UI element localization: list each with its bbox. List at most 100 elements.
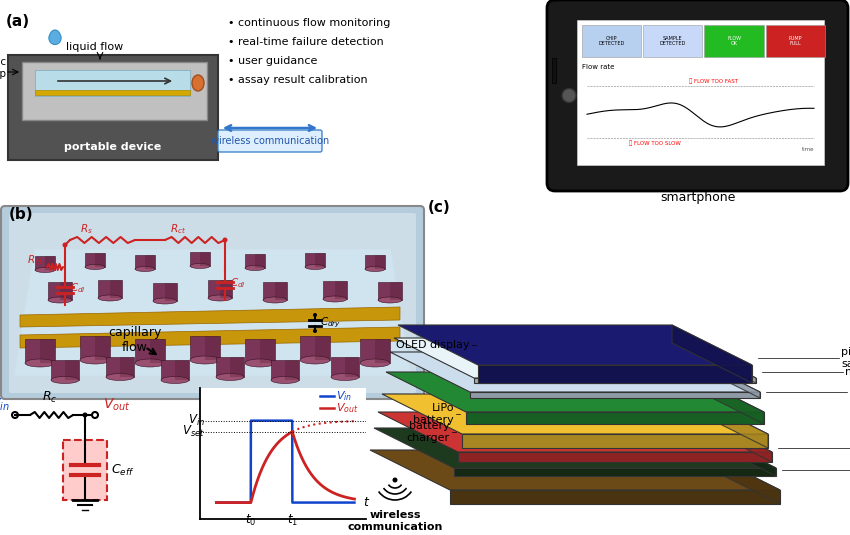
- Polygon shape: [20, 327, 400, 348]
- Polygon shape: [323, 281, 347, 299]
- $V_{in}$: [349, 499, 360, 506]
- Polygon shape: [398, 325, 752, 365]
- Polygon shape: [700, 450, 780, 504]
- Text: microfluidic
chip: microfluidic chip: [0, 57, 6, 79]
- Text: $V_{set}$: $V_{set}$: [183, 424, 205, 439]
- Text: • assay result calibration: • assay result calibration: [228, 75, 367, 85]
- Ellipse shape: [208, 295, 232, 301]
- Polygon shape: [275, 282, 287, 300]
- FancyBboxPatch shape: [8, 55, 218, 160]
- Circle shape: [313, 329, 317, 333]
- Polygon shape: [153, 283, 177, 301]
- Polygon shape: [680, 352, 760, 398]
- Polygon shape: [110, 280, 122, 298]
- Circle shape: [92, 412, 98, 418]
- Polygon shape: [375, 255, 385, 269]
- Text: (b): (b): [9, 207, 34, 222]
- Text: $t_0$: $t_0$: [246, 513, 257, 529]
- Polygon shape: [672, 325, 752, 383]
- Ellipse shape: [106, 373, 134, 380]
- $V_{out}$: [321, 486, 332, 492]
- FancyBboxPatch shape: [547, 0, 848, 191]
- Text: $t_1$: $t_1$: [286, 513, 298, 529]
- Bar: [35, 70, 190, 96]
- Polygon shape: [462, 434, 768, 448]
- Polygon shape: [165, 283, 177, 301]
- $V_{out}$: [267, 447, 277, 453]
- Polygon shape: [315, 336, 330, 360]
- Text: $V_{in}$: $V_{in}$: [189, 413, 205, 428]
- Ellipse shape: [135, 266, 155, 271]
- Text: • real-time failure detection: • real-time failure detection: [228, 37, 383, 47]
- Polygon shape: [175, 360, 189, 380]
- Text: $t$: $t$: [363, 496, 370, 509]
- Polygon shape: [208, 280, 232, 298]
- Polygon shape: [374, 428, 776, 468]
- Text: FLOW
OK: FLOW OK: [727, 36, 741, 47]
- Text: Flow rate: Flow rate: [582, 64, 615, 70]
- Polygon shape: [60, 282, 72, 300]
- Polygon shape: [450, 490, 780, 504]
- Text: portable device: portable device: [65, 142, 162, 152]
- Text: CHIP
DETECTED: CHIP DETECTED: [598, 36, 625, 47]
- Line: $V_{out}$: $V_{out}$: [216, 432, 354, 502]
- Polygon shape: [305, 253, 325, 267]
- Line: $V_{in}$: $V_{in}$: [216, 421, 354, 502]
- FancyBboxPatch shape: [9, 213, 416, 393]
- Text: wireless communication: wireless communication: [211, 136, 329, 146]
- Polygon shape: [263, 282, 287, 300]
- Polygon shape: [390, 352, 760, 392]
- Polygon shape: [394, 338, 756, 378]
- Text: ⓘ FLOW TOO SLOW: ⓘ FLOW TOO SLOW: [629, 140, 681, 146]
- Ellipse shape: [271, 377, 299, 384]
- FancyBboxPatch shape: [218, 130, 322, 152]
- Polygon shape: [370, 450, 780, 490]
- $V_{in}$: [225, 499, 235, 506]
- Text: • user guidance: • user guidance: [228, 56, 317, 66]
- Polygon shape: [95, 336, 110, 360]
- Ellipse shape: [323, 296, 347, 302]
- Polygon shape: [365, 255, 385, 269]
- Text: • continuous flow monitoring: • continuous flow monitoring: [228, 18, 390, 28]
- Bar: [705, 25, 764, 57]
- $V_{out}$: [319, 484, 329, 491]
- $V_{in}$: [272, 417, 282, 424]
- Text: microfluidic chip: microfluidic chip: [845, 367, 850, 377]
- $V_{out}$: [272, 440, 282, 447]
- Text: $C_{dl}$: $C_{dl}$: [70, 281, 86, 295]
- Ellipse shape: [365, 266, 385, 271]
- Text: LiPo
battery: LiPo battery: [413, 403, 454, 425]
- Text: $R_c$: $R_c$: [42, 390, 58, 405]
- Ellipse shape: [85, 264, 105, 270]
- Ellipse shape: [360, 359, 390, 367]
- Bar: [22, 62, 207, 120]
- Polygon shape: [135, 255, 155, 269]
- Text: $R_{ct}$: $R_{ct}$: [170, 222, 186, 236]
- Polygon shape: [260, 339, 275, 363]
- Polygon shape: [300, 336, 330, 360]
- Polygon shape: [220, 280, 232, 298]
- Text: $C_{dl}$: $C_{dl}$: [230, 276, 246, 290]
- Polygon shape: [245, 254, 265, 268]
- FancyBboxPatch shape: [1, 206, 424, 399]
- Text: battery
charger: battery charger: [407, 421, 450, 443]
- Text: time: time: [802, 147, 814, 152]
- Bar: [766, 25, 825, 57]
- Circle shape: [562, 88, 576, 103]
- Text: $R_{ct}$: $R_{ct}$: [26, 253, 43, 267]
- Polygon shape: [378, 412, 772, 452]
- Polygon shape: [106, 357, 134, 377]
- Ellipse shape: [245, 265, 265, 271]
- Polygon shape: [65, 360, 79, 380]
- Text: (c): (c): [428, 200, 450, 215]
- Text: $V_{out}$: $V_{out}$: [103, 396, 131, 413]
- Polygon shape: [35, 256, 55, 270]
- Text: connector: connector: [849, 387, 850, 397]
- Circle shape: [223, 238, 228, 242]
- Polygon shape: [696, 428, 776, 476]
- Polygon shape: [135, 339, 165, 363]
- Text: PUMP
FULL: PUMP FULL: [789, 36, 802, 47]
- Polygon shape: [190, 252, 210, 266]
- $V_{in}$: [211, 499, 221, 506]
- Ellipse shape: [190, 356, 220, 364]
